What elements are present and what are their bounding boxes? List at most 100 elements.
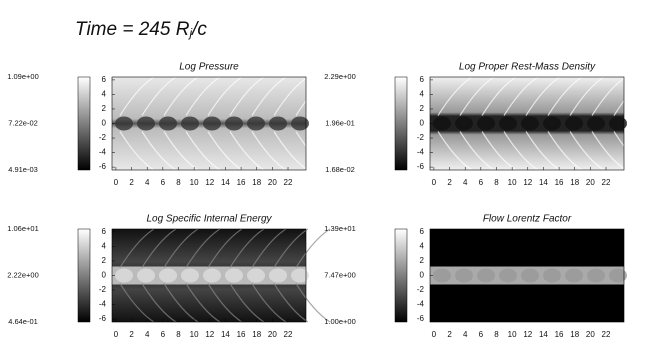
y-tick-label: 6	[102, 75, 107, 84]
y-tick-label: 0	[420, 271, 425, 280]
jet-knot	[159, 268, 177, 283]
shock-wave	[251, 283, 287, 323]
jet-knot	[587, 268, 605, 283]
y-tick-label: 2	[420, 256, 425, 265]
y-tick-label: 0	[102, 271, 107, 280]
jet-knot	[499, 116, 517, 131]
x-tick-label: 6	[161, 178, 166, 187]
jet-knot	[477, 116, 495, 131]
x-tick-label: 10	[190, 178, 199, 187]
colorbar	[77, 228, 91, 323]
x-tick-label: 2	[129, 178, 134, 187]
x-tick-label: 14	[539, 178, 548, 187]
panel-title: Log Proper Rest-Mass Density	[459, 62, 596, 73]
shock-wave	[273, 228, 309, 268]
x-tick-label: 4	[463, 330, 468, 339]
shock-wave	[481, 76, 517, 116]
title-text: Time =	[75, 19, 133, 40]
x-tick-label: 22	[602, 178, 611, 187]
colorbar-label: 1.96e-01	[325, 118, 355, 127]
x-tick-label: 6	[479, 330, 484, 339]
jet-knot	[181, 268, 199, 283]
x-tick-label: 20	[586, 330, 595, 339]
shock-wave	[207, 76, 243, 116]
y-tick-label: -4	[99, 148, 107, 157]
y-tick-label: -2	[417, 285, 425, 294]
x-tick-label: 18	[252, 178, 261, 187]
shock-wave	[481, 131, 517, 171]
jet-knot	[115, 268, 133, 283]
jet-knot	[521, 268, 539, 283]
jet-knot	[291, 116, 309, 131]
colorbar-label: 2.22e+00	[7, 270, 39, 279]
shock-wave	[229, 131, 265, 171]
jet-knot	[269, 268, 287, 283]
x-tick-label: 22	[284, 330, 293, 339]
x-tick-label: 4	[463, 178, 468, 187]
x-tick-label: 16	[555, 330, 564, 339]
jet-knot	[269, 116, 287, 131]
y-tick-label: -4	[417, 148, 425, 157]
y-tick-label: -2	[99, 133, 107, 142]
jet-knot	[565, 116, 583, 131]
shock-wave	[295, 131, 331, 171]
shock-wave	[251, 228, 287, 268]
colorbar-label: 2.29e+00	[324, 72, 356, 81]
x-tick-label: 10	[190, 330, 199, 339]
jet-knot	[225, 116, 243, 131]
x-tick-label: 0	[432, 330, 437, 339]
colorbar	[394, 228, 408, 323]
jet-knot	[225, 268, 243, 283]
shock-wave	[229, 76, 265, 116]
shock-wave	[185, 283, 221, 323]
y-tick-label: 4	[420, 242, 425, 251]
shock-wave	[207, 131, 243, 171]
jet-knot	[181, 116, 199, 131]
x-tick-label: 16	[237, 178, 246, 187]
shock-wave	[273, 131, 309, 171]
y-tick-label: 6	[420, 227, 425, 236]
x-tick-label: 10	[508, 178, 517, 187]
shock-wave	[119, 76, 155, 116]
x-tick-label: 2	[447, 178, 452, 187]
x-tick-label: 6	[479, 178, 484, 187]
y-tick-label: -6	[417, 162, 425, 171]
colorbar-label: 7.22e-02	[8, 119, 38, 128]
shock-wave	[503, 76, 539, 116]
jet-knot	[543, 268, 561, 283]
jet-knot	[203, 268, 221, 283]
shock-wave	[295, 76, 331, 116]
shock-wave	[163, 228, 199, 268]
x-tick-label: 10	[508, 330, 517, 339]
shock-wave	[185, 131, 221, 171]
y-tick-label: -6	[99, 314, 107, 323]
colorbar-label: 1.06e+01	[7, 224, 39, 233]
jet-knot	[203, 116, 221, 131]
shock-wave	[569, 76, 605, 116]
x-tick-label: 16	[555, 178, 564, 187]
y-tick-label: -4	[99, 300, 107, 309]
shock-wave	[163, 131, 199, 171]
x-tick-label: 22	[602, 330, 611, 339]
jet-knot	[159, 116, 177, 131]
x-tick-label: 12	[205, 330, 214, 339]
shock-wave	[503, 131, 539, 171]
shock-wave	[295, 228, 331, 268]
colorbar-label: 1.00e+00	[324, 317, 356, 326]
colorbar	[77, 76, 91, 171]
shock-wave	[569, 131, 605, 171]
x-tick-label: 0	[114, 330, 119, 339]
jet-knot	[433, 268, 451, 283]
x-tick-label: 4	[145, 330, 150, 339]
shock-wave	[207, 283, 243, 323]
x-tick-label: 12	[523, 178, 532, 187]
y-tick-label: 4	[102, 90, 107, 99]
shock-wave	[141, 131, 177, 171]
jet-knot	[477, 268, 495, 283]
x-tick-label: 14	[221, 330, 230, 339]
shock-wave	[119, 283, 155, 323]
y-tick-label: 2	[102, 104, 107, 113]
x-tick-label: 0	[114, 178, 119, 187]
jet-knot	[137, 268, 155, 283]
shock-wave	[185, 76, 221, 116]
